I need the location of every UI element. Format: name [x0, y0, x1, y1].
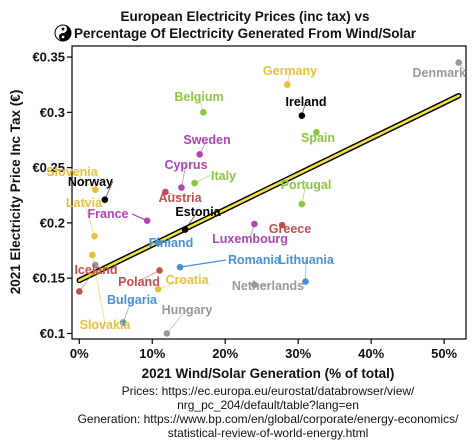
point-estonia	[181, 226, 189, 233]
y-tick-label: €0.25	[32, 160, 65, 175]
x-axis-label: 2021 Wind/Solar Generation (% of total)	[142, 366, 395, 381]
leader-romania	[179, 259, 227, 268]
leader-estonia	[184, 210, 199, 230]
point-iceland	[75, 288, 83, 295]
y-tick-label: €0.15	[32, 271, 65, 286]
label-luxembourg: Luxembourg	[212, 232, 288, 246]
x-tick-label: 10%	[139, 346, 165, 361]
y-axis-label: 2021 Electricity Price Inc Tax (€)	[8, 90, 23, 295]
chart-title-line-1: European Electricity Prices (inc tax) vs	[120, 9, 369, 24]
x-axis: 0% 10% 20% 30% 40% 50%	[70, 339, 458, 361]
label-netherlands: Netherlands	[232, 279, 304, 293]
x-tick-label: 50%	[431, 346, 457, 361]
leader-cyprus	[181, 163, 187, 188]
leader-latvia	[83, 201, 96, 237]
label-norway: Norway	[68, 175, 113, 189]
source-prices-line-2: nrg_pc_204/default/table?lang=en	[177, 398, 359, 412]
source-prices-line-1: Prices: https://ec.europa.eu/eurostat/da…	[122, 384, 415, 398]
label-denmark: Denmark	[413, 66, 467, 80]
point-bulgaria	[119, 319, 127, 326]
y-tick-label: €0.2	[40, 215, 65, 230]
point-poland	[156, 267, 163, 274]
label-spain: Spain	[301, 131, 335, 145]
leader-portugal	[301, 183, 307, 205]
label-slovakia: Slovakia	[80, 318, 132, 332]
label-iceland: Iceland	[74, 263, 117, 277]
point-latvia	[91, 232, 98, 240]
point-slovenia	[92, 186, 99, 194]
leader-iceland	[78, 268, 97, 292]
point-romania	[176, 263, 184, 271]
plot-area	[71, 45, 467, 340]
label-croatia: Croatia	[165, 273, 209, 287]
x-tick-label: 20%	[212, 346, 238, 361]
point-portugal	[298, 200, 306, 208]
label-austria: Austria	[158, 191, 202, 205]
trendline	[76, 93, 462, 284]
point-france	[143, 217, 151, 224]
leader-norway	[104, 180, 114, 200]
point-norway	[101, 196, 109, 203]
label-italy: Italy	[211, 169, 236, 183]
y-tick-label: €0.1	[40, 326, 65, 341]
data-labels: Denmark Germany Ireland Belgium Spain Sweden C…	[46, 64, 466, 332]
y-tick-label: €0.35	[32, 50, 65, 65]
leader-lithuania	[305, 258, 307, 282]
label-poland: Poland	[118, 275, 160, 289]
label-finland: Finland	[149, 236, 193, 250]
label-latvia: Latvia	[66, 196, 103, 210]
point-finland	[154, 239, 162, 247]
y-tick-label: €0.3	[40, 105, 65, 120]
label-estonia: Estonia	[175, 205, 221, 219]
point-lithuania	[302, 278, 309, 285]
label-germany: Germany	[263, 64, 317, 78]
leader-bulgaria	[122, 298, 133, 323]
data-points	[75, 59, 463, 337]
logo-icon	[54, 24, 72, 42]
point-netherlands	[251, 281, 258, 289]
label-portugal: Portugal	[281, 178, 332, 192]
point-cyprus	[178, 184, 185, 191]
label-sweden: Sweden	[183, 133, 230, 147]
y-axis: €0.1 €0.15 €0.2 €0.25 €0.3 €0.35	[32, 50, 72, 341]
x-tick-label: 0%	[70, 346, 89, 361]
point-austria	[162, 188, 169, 196]
point-czech	[92, 261, 99, 269]
leader-hungary	[166, 308, 188, 334]
label-hungary: Hungary	[162, 303, 213, 317]
x-tick-label: 30%	[285, 346, 311, 361]
trendline-core	[77, 94, 461, 282]
label-cyprus: Cyprus	[164, 158, 207, 172]
source-generation-line-1: Generation: https://www.bp.com/en/global…	[78, 412, 460, 426]
point-ireland	[298, 112, 306, 119]
x-tick-label: 40%	[358, 346, 384, 361]
point-sweden	[196, 151, 203, 158]
point-denmark	[455, 59, 463, 66]
label-belgium: Belgium	[174, 90, 223, 104]
point-italy	[191, 179, 198, 187]
leader-poland	[138, 270, 160, 282]
point-spain	[313, 128, 320, 136]
label-romania: Romania	[228, 253, 282, 267]
point-germany	[283, 81, 291, 88]
leader-croatia	[157, 278, 188, 290]
label-greece: Greece	[269, 222, 311, 236]
label-bulgaria: Bulgaria	[107, 293, 158, 307]
chart-title-line-2: Percentage Of Electricity Generated From…	[74, 26, 417, 41]
label-lithuania: Lithuania	[278, 253, 335, 267]
point-luxembourg	[251, 220, 258, 228]
point-hungary	[163, 330, 171, 337]
leader-slovenia	[71, 170, 96, 191]
point-greece	[278, 221, 286, 229]
point-slovakia	[89, 251, 96, 259]
label-slovenia: Slovenia	[46, 165, 98, 179]
point-croatia	[154, 285, 162, 293]
label-france: France	[88, 207, 129, 221]
label-ireland: Ireland	[286, 95, 327, 109]
source-generation-line-2: statistical-review-of-world-energy.html	[168, 426, 369, 440]
point-belgium	[200, 109, 207, 116]
